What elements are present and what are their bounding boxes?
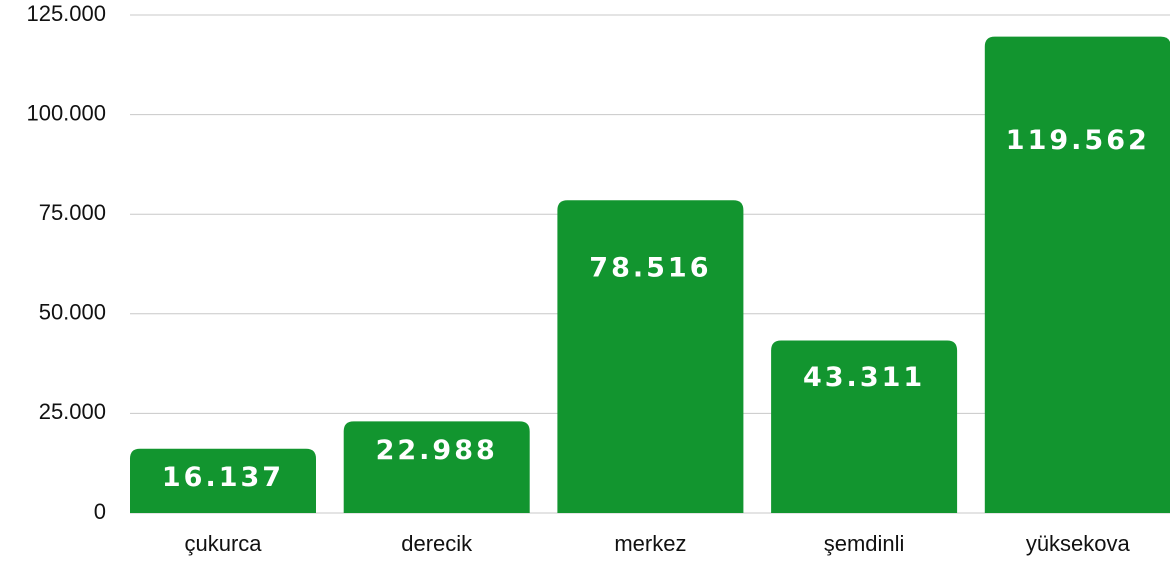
value-label: 119.562 xyxy=(1006,125,1150,156)
value-label: 43.311 xyxy=(803,362,925,393)
bar xyxy=(771,340,958,513)
y-tick-label: 75.000 xyxy=(39,200,106,225)
y-tick-label: 25.000 xyxy=(39,399,106,424)
bar xyxy=(130,448,316,513)
value-label: 22.988 xyxy=(376,435,498,466)
y-tick-label: 100.000 xyxy=(26,100,106,125)
y-tick-label: 0 xyxy=(94,499,106,524)
x-tick-label: derecik xyxy=(401,531,473,556)
bar xyxy=(984,36,1170,513)
x-tick-label: yüksekova xyxy=(1026,531,1131,556)
x-tick-label: merkez xyxy=(614,531,686,556)
x-tick-label: çukurca xyxy=(184,531,262,556)
y-tick-label: 125.000 xyxy=(26,1,106,26)
y-tick-label: 50.000 xyxy=(39,300,106,325)
value-label: 78.516 xyxy=(589,253,711,284)
bar xyxy=(343,421,530,513)
x-tick-label: şemdinli xyxy=(824,531,905,556)
bar xyxy=(557,200,744,513)
value-label: 16.137 xyxy=(162,462,284,493)
